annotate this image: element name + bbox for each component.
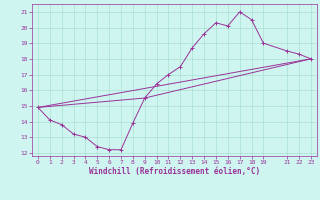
X-axis label: Windchill (Refroidissement éolien,°C): Windchill (Refroidissement éolien,°C) bbox=[89, 167, 260, 176]
